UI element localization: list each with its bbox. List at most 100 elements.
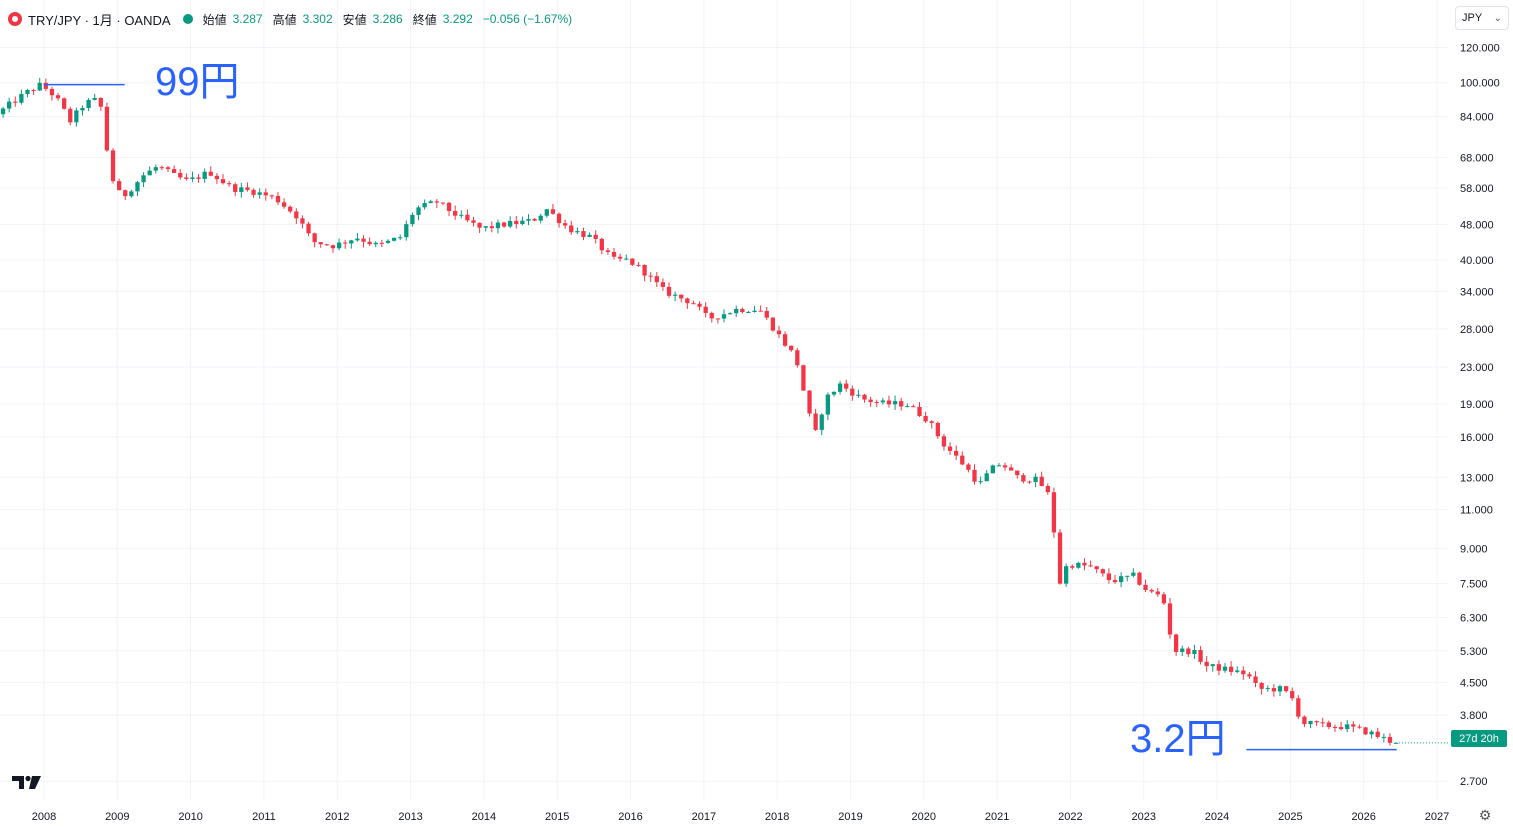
time-axis[interactable]: 2008 2009 2010 2011 2012 2013 2014 2015 2016 2017… (32, 811, 1449, 823)
candle (587, 232, 592, 238)
time-tick-label: 2022 (1058, 811, 1082, 823)
candle (911, 404, 916, 408)
candle (410, 212, 415, 227)
candle (1045, 483, 1050, 495)
price-tick-label: 4.500 (1460, 677, 1488, 689)
time-tick-label: 2024 (1205, 811, 1229, 823)
gear-icon[interactable]: ⚙ (1478, 806, 1492, 823)
candle (868, 396, 873, 407)
candle (453, 205, 458, 220)
candle (391, 237, 397, 242)
candle (80, 105, 85, 116)
open-value: 3.287 (232, 12, 263, 26)
candle (483, 226, 488, 232)
candle (434, 198, 439, 208)
candle (398, 234, 403, 240)
candle (1302, 715, 1307, 728)
candle (1192, 644, 1197, 659)
tradingview-logo-icon[interactable] (11, 773, 43, 791)
candle (306, 221, 311, 237)
price-tick-label: 120.000 (1460, 42, 1500, 54)
candle (1118, 572, 1124, 588)
candle (336, 238, 342, 251)
candle (508, 216, 513, 229)
candle (1143, 579, 1148, 593)
candle (752, 305, 757, 313)
candle (361, 235, 366, 248)
candle (685, 297, 690, 309)
candle (856, 389, 861, 398)
candle (1125, 575, 1130, 582)
symbol-logo-icon (8, 12, 22, 26)
open-label: 始値 (202, 12, 227, 27)
candle (569, 220, 574, 235)
candle (789, 345, 794, 352)
candle (801, 364, 806, 391)
candle (1094, 565, 1099, 574)
time-tick-label: 2015 (545, 811, 569, 823)
candle (1210, 664, 1215, 672)
candle (941, 433, 947, 451)
candle (1277, 684, 1283, 696)
candle (312, 232, 317, 248)
candle (966, 462, 971, 473)
candle (544, 208, 549, 218)
candle (1027, 480, 1032, 484)
candle (617, 253, 623, 262)
candle (1064, 563, 1069, 587)
candle (1186, 646, 1191, 657)
candle (117, 178, 122, 191)
candle (520, 216, 525, 226)
candle (1326, 720, 1331, 730)
symbol-title[interactable]: TRY/JPY · 1月 · OANDA (28, 12, 171, 28)
candle (1387, 733, 1393, 746)
candle (501, 221, 507, 228)
candle (1290, 687, 1295, 701)
candle (709, 311, 714, 323)
candle (874, 399, 879, 408)
candle (886, 395, 892, 408)
annotation-bottom-label[interactable]: 3.2円 (1130, 717, 1226, 761)
price-axis[interactable]: 120.000 100.000 84.000 68.000 58.000 48.000 40… (1460, 42, 1500, 788)
candle (1357, 724, 1362, 729)
candle (697, 301, 702, 311)
candle (1149, 588, 1154, 594)
candle (630, 258, 635, 266)
candle (19, 89, 24, 105)
currency-unit-button[interactable]: JPY ⌄ (1455, 6, 1509, 30)
candle (575, 227, 580, 235)
candle (526, 214, 531, 226)
candle (1228, 661, 1234, 676)
candle (171, 165, 177, 174)
candle (110, 148, 116, 184)
time-tick-label: 2020 (912, 811, 936, 823)
candle (245, 182, 250, 192)
candle (92, 93, 97, 101)
candle (123, 189, 128, 201)
candle (275, 192, 281, 205)
candle (990, 464, 995, 474)
candle (495, 219, 501, 234)
candle (214, 173, 220, 184)
candle (636, 261, 641, 267)
bar-countdown-badge: 27d 20h (1451, 730, 1507, 747)
candle (1106, 568, 1112, 584)
candle (1369, 729, 1374, 739)
price-tick-label: 100.000 (1460, 78, 1500, 90)
price-tick-label: 6.300 (1460, 612, 1488, 624)
candle (184, 173, 189, 181)
candle (1332, 724, 1338, 732)
candle (831, 391, 837, 397)
candle (770, 316, 776, 332)
candle (1070, 564, 1075, 570)
time-tick-label: 2017 (692, 811, 716, 823)
candle (178, 169, 183, 180)
candle (349, 239, 354, 249)
candle (31, 88, 36, 96)
annotation-top-label[interactable]: 99円 (155, 60, 240, 104)
candle (373, 241, 378, 248)
candle (1308, 720, 1313, 729)
time-tick-label: 2013 (398, 811, 422, 823)
candle (1057, 528, 1063, 585)
